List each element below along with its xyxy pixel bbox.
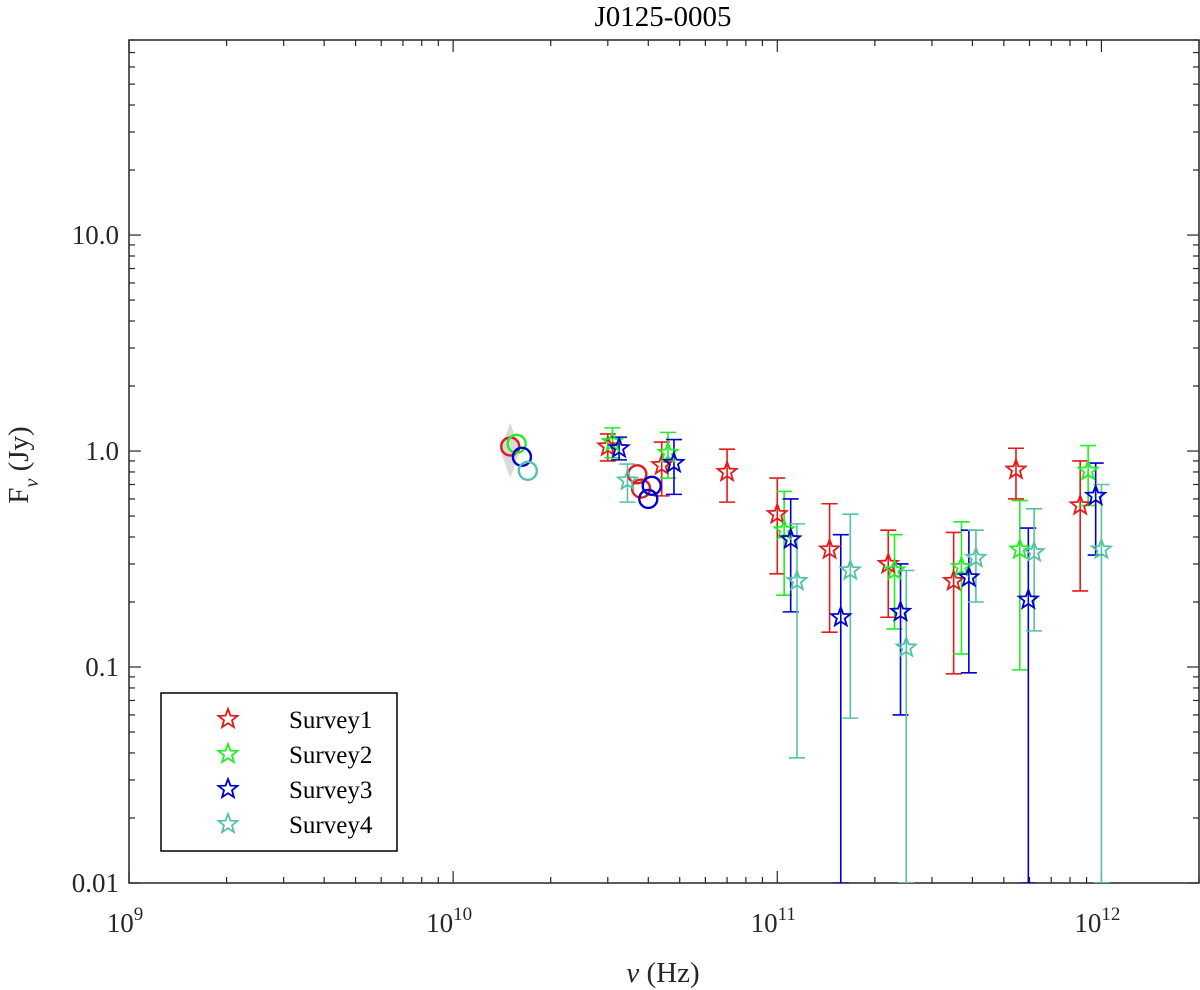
x-tick-exponent: 9 bbox=[134, 904, 144, 925]
circle-point bbox=[641, 475, 662, 497]
legend-star-icon bbox=[216, 776, 240, 800]
x-axis-title: ν (Hz) bbox=[626, 957, 699, 989]
x-tick-exponent: 11 bbox=[778, 904, 796, 925]
y-tick-label: 0.01 bbox=[72, 868, 119, 898]
x-tick-label: 109 bbox=[107, 904, 144, 938]
y-tick-label: 1.0 bbox=[85, 436, 119, 466]
circle-point bbox=[517, 460, 539, 482]
star-point bbox=[772, 517, 797, 541]
star-point bbox=[715, 459, 740, 483]
y-axis-subscript: ν bbox=[21, 479, 43, 488]
x-tick-base: 10 bbox=[107, 908, 134, 938]
legend-label: Survey4 bbox=[289, 812, 373, 839]
star-point bbox=[1004, 457, 1028, 480]
star-point bbox=[888, 599, 913, 623]
star-point bbox=[1022, 539, 1047, 563]
star-point bbox=[1089, 536, 1114, 560]
x-tick-base: 10 bbox=[426, 908, 453, 938]
x-tick-exponent: 10 bbox=[453, 904, 472, 925]
star-point bbox=[595, 433, 620, 457]
star-point bbox=[649, 452, 674, 476]
star-point bbox=[656, 440, 680, 464]
star-point bbox=[949, 554, 974, 578]
circle-point bbox=[511, 446, 533, 468]
legend-star-icon bbox=[216, 706, 240, 730]
star-point bbox=[1016, 587, 1041, 610]
x-tick-exponent: 12 bbox=[1101, 904, 1120, 925]
legend: Survey1 Survey2 Survey3 Survey4 bbox=[160, 692, 398, 852]
star-point bbox=[785, 568, 809, 592]
y-axis-symbol: F bbox=[3, 488, 35, 504]
legend-star-icon bbox=[216, 741, 240, 765]
circle-point bbox=[638, 488, 659, 510]
star-point bbox=[1083, 483, 1108, 507]
x-axis-unit: (Hz) bbox=[639, 957, 699, 989]
y-tick-label: 10.0 bbox=[72, 220, 119, 250]
chart-title: J0125-0005 bbox=[595, 1, 732, 33]
star-point bbox=[1068, 492, 1093, 516]
y-tick-label: 0.1 bbox=[85, 652, 119, 682]
x-tick-label: 1012 bbox=[1074, 904, 1120, 938]
x-axis-symbol: ν bbox=[626, 957, 639, 989]
star-point bbox=[1076, 458, 1101, 481]
x-tick-label: 1011 bbox=[751, 904, 796, 938]
x-tick-label: 1010 bbox=[426, 904, 472, 938]
star-point bbox=[607, 435, 632, 459]
star-point bbox=[838, 557, 863, 581]
star-point bbox=[894, 635, 919, 658]
y-axis-unit: (Jy) bbox=[3, 426, 35, 478]
star-point bbox=[778, 526, 803, 550]
star-point bbox=[662, 450, 686, 474]
y-axis-title: Fν (Jy) bbox=[3, 426, 43, 503]
star-point bbox=[817, 536, 842, 560]
star-point bbox=[941, 568, 966, 592]
circle-point bbox=[506, 433, 527, 455]
legend-box bbox=[160, 692, 398, 852]
star-point bbox=[615, 467, 640, 491]
x-tick-base: 10 bbox=[1074, 908, 1101, 938]
star-point bbox=[882, 557, 907, 581]
x-tick-base: 10 bbox=[751, 908, 778, 938]
star-point bbox=[765, 501, 790, 525]
data-marks bbox=[500, 422, 1114, 883]
star-point bbox=[963, 545, 988, 569]
legend-label: Survey3 bbox=[289, 777, 372, 804]
legend-star-icon bbox=[216, 811, 240, 835]
legend-label: Survey1 bbox=[289, 707, 372, 734]
star-point bbox=[956, 564, 981, 588]
legend-label: Survey2 bbox=[289, 742, 372, 769]
star-point bbox=[828, 604, 853, 628]
star-point bbox=[1007, 536, 1032, 560]
